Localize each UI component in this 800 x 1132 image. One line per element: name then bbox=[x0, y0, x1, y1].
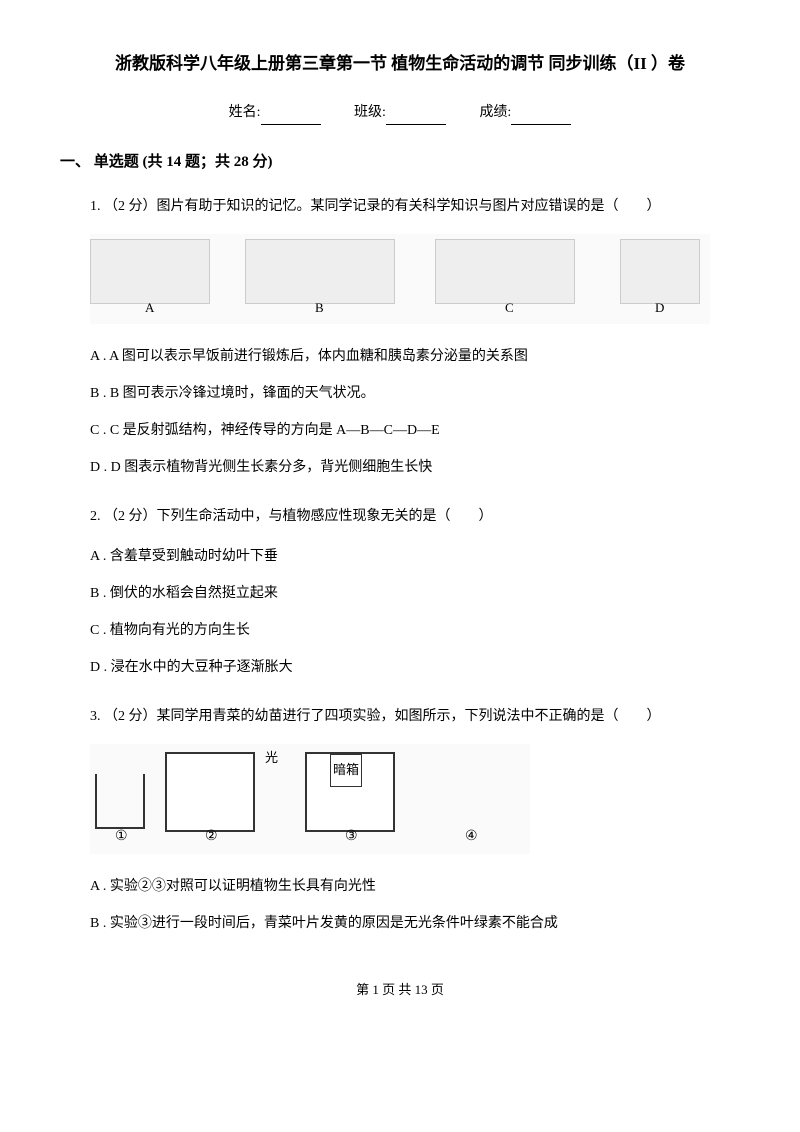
question-1: 1. （2 分）图片有助于知识的记忆。某同学记录的有关科学知识与图片对应错误的是… bbox=[90, 192, 740, 484]
q1-label-c: C bbox=[505, 294, 514, 323]
q1-text: 1. （2 分）图片有助于知识的记忆。某同学记录的有关科学知识与图片对应错误的是… bbox=[90, 192, 740, 223]
page-footer: 第 1 页 共 13 页 bbox=[60, 980, 740, 1001]
name-blank[interactable] bbox=[261, 109, 321, 125]
q1-images: A B C D bbox=[90, 234, 710, 324]
score-blank[interactable] bbox=[511, 109, 571, 125]
q1-option-d: D . D 图表示植物背光侧生长素分多，背光侧细胞生长快 bbox=[90, 453, 740, 484]
q3-num-1: ① bbox=[115, 822, 128, 853]
q3-images: 光 暗箱 ① ② ③ ④ bbox=[90, 744, 530, 854]
q1-option-a: A . A 图可以表示早饭前进行锻炼后，体内血糖和胰岛素分泌量的关系图 bbox=[90, 342, 740, 373]
q2-option-a: A . 含羞草受到触动时幼叶下垂 bbox=[90, 542, 740, 573]
q2-option-d: D . 浸在水中的大豆种子逐渐胀大 bbox=[90, 653, 740, 684]
q1-option-c: C . C 是反射弧结构，神经传导的方向是 A—B—C—D—E bbox=[90, 416, 740, 447]
q3-image-row: 光 暗箱 ① ② ③ ④ bbox=[90, 744, 740, 854]
q3-num-3: ③ bbox=[345, 822, 358, 853]
q3-num-2: ② bbox=[205, 822, 218, 853]
q1-image-row: A B C D bbox=[90, 234, 740, 324]
info-row: 姓名: 班级: 成绩: bbox=[60, 102, 740, 124]
q2-option-c: C . 植物向有光的方向生长 bbox=[90, 616, 740, 647]
q3-text: 3. （2 分）某同学用青菜的幼苗进行了四项实验，如图所示，下列说法中不正确的是… bbox=[90, 702, 740, 733]
q3-num-4: ④ bbox=[465, 822, 478, 853]
score-label: 成绩: bbox=[479, 105, 511, 120]
q2-option-b: B . 倒伏的水稻会自然挺立起来 bbox=[90, 579, 740, 610]
name-label: 姓名: bbox=[229, 105, 261, 120]
q3-box-2 bbox=[165, 752, 255, 832]
class-label: 班级: bbox=[354, 105, 386, 120]
q3-option-a: A . 实验②③对照可以证明植物生长具有向光性 bbox=[90, 872, 740, 903]
q1-label-d: D bbox=[655, 294, 664, 323]
section-header: 一、 单选题 (共 14 题；共 28 分) bbox=[60, 150, 740, 174]
q1-option-b: B . B 图可表示冷锋过境时，锋面的天气状况。 bbox=[90, 379, 740, 410]
q1-label-b: B bbox=[315, 294, 324, 323]
question-2: 2. （2 分）下列生命活动中，与植物感应性现象无关的是（ ） A . 含羞草受… bbox=[90, 502, 740, 684]
q1-label-a: A bbox=[145, 294, 154, 323]
page-title: 浙教版科学八年级上册第三章第一节 植物生命活动的调节 同步训练（II ）卷 bbox=[60, 50, 740, 77]
class-blank[interactable] bbox=[386, 109, 446, 125]
q2-text: 2. （2 分）下列生命活动中，与植物感应性现象无关的是（ ） bbox=[90, 502, 740, 533]
q3-option-b: B . 实验③进行一段时间后，青菜叶片发黄的原因是无光条件叶绿素不能合成 bbox=[90, 909, 740, 940]
q3-light-label: 光 bbox=[265, 744, 278, 773]
q3-dark-label: 暗箱 bbox=[330, 754, 362, 787]
question-3: 3. （2 分）某同学用青菜的幼苗进行了四项实验，如图所示，下列说法中不正确的是… bbox=[90, 702, 740, 940]
